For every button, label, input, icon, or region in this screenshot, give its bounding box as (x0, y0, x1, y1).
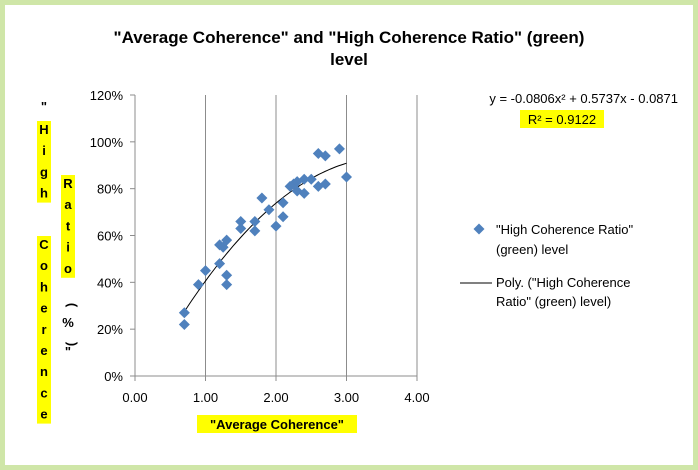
x-tick-label: 2.00 (263, 390, 288, 405)
y-axis-title-char: h (40, 279, 48, 294)
x-tick-label: 0.00 (122, 390, 147, 405)
y-tick-label: 60% (97, 229, 123, 244)
data-point (200, 265, 211, 277)
data-point (214, 258, 226, 270)
y-axis-title-char: n (40, 364, 48, 379)
data-point (277, 211, 289, 223)
y-tick-label: 0% (104, 369, 123, 384)
data-point (298, 187, 310, 199)
chart-title-line: level (330, 50, 368, 69)
y-tick-label: 100% (90, 135, 124, 150)
y-axis-title-char: ( (65, 303, 80, 308)
trendline-equation: y = -0.0806x² + 0.5737x - 0.0871 (489, 91, 678, 106)
legend-marker-diamond (473, 223, 485, 235)
x-axis-title: "Average Coherence" (210, 417, 344, 432)
x-label-highlight (197, 415, 357, 433)
y-axis-title-char: e (40, 343, 47, 358)
data-point (235, 215, 247, 227)
y-tick-label: 80% (97, 182, 123, 197)
y-label-highlight (61, 175, 75, 278)
y-tick-label: 120% (90, 88, 124, 103)
y-axis-title-char: r (41, 322, 46, 337)
data-point (192, 279, 204, 291)
y-axis-title-char: C (39, 237, 49, 252)
data-point (305, 173, 317, 185)
y-label-highlight (37, 121, 51, 203)
data-point (319, 150, 331, 162)
data-point (319, 178, 331, 190)
data-point (298, 173, 310, 185)
x-tick-label: 3.00 (334, 390, 359, 405)
y-tick-label: 40% (97, 275, 123, 290)
data-point (221, 269, 233, 281)
chart-title-line: "Average Coherence" and "High Coherence … (114, 28, 585, 47)
legend-label-trendline: Ratio" (green) level) (496, 294, 611, 309)
trendline-annotation: y = -0.0806x² + 0.5737x - 0.0871 R² = 0.9… (489, 91, 678, 128)
data-point (263, 204, 275, 216)
chart-title: "Average Coherence" and "High Coherence … (114, 28, 585, 69)
data-point (249, 215, 261, 227)
y-tick-label: 20% (97, 322, 123, 337)
y-axis-title-char: h (40, 186, 48, 201)
data-point (178, 307, 190, 319)
x-tick-label: 1.00 (193, 390, 218, 405)
y-axis-title-char: c (40, 385, 47, 400)
data-point (277, 197, 289, 209)
plot-area: 0.00 1.00 2.00 3.00 4.00 0% 20% 40% 60% 80% 100% 12… (90, 88, 430, 405)
data-point (270, 220, 282, 232)
trendline (183, 162, 347, 312)
legend: "High Coherence Ratio" (green) level Poly.… (460, 222, 634, 309)
x-tick-label: 4.00 (404, 390, 429, 405)
legend-label-series: (green) level (496, 242, 568, 257)
data-point (178, 318, 190, 330)
y-axis-title-char: t (66, 218, 71, 233)
y-axis-title-char: " (41, 99, 47, 114)
y-axis-title-char: a (64, 197, 72, 212)
y-axis-title-char: H (39, 122, 48, 137)
data-point (221, 234, 233, 246)
y-axis-title-char: e (40, 301, 47, 316)
y-axis-title-char: i (42, 143, 46, 158)
data-point (249, 225, 261, 237)
y-axis-title-char: o (40, 258, 48, 273)
legend-label-trendline: Poly. ("High Coherence (496, 275, 630, 290)
y-axis-title-char: " (65, 344, 71, 359)
y-axis-title-char: e (40, 407, 47, 422)
y-axis-title-char: g (40, 164, 48, 179)
data-point (333, 143, 345, 155)
y-axis-title-char: R (63, 176, 73, 191)
x-axis-label: "Average Coherence" (197, 415, 357, 433)
r2-highlight (520, 110, 604, 128)
legend-label-series: "High Coherence Ratio" (496, 222, 634, 237)
y-label-highlight (37, 236, 51, 424)
data-point (221, 279, 233, 291)
y-axis-title-char: % (62, 315, 74, 330)
data-point (341, 171, 352, 183)
r-squared-label: R² = 0.9122 (528, 112, 596, 127)
y-axis-title-char: i (66, 240, 70, 255)
y-axis-title-char: o (64, 261, 72, 276)
data-point (235, 222, 247, 234)
y-axis-title-char: ) (65, 342, 80, 346)
data-point (256, 192, 268, 204)
